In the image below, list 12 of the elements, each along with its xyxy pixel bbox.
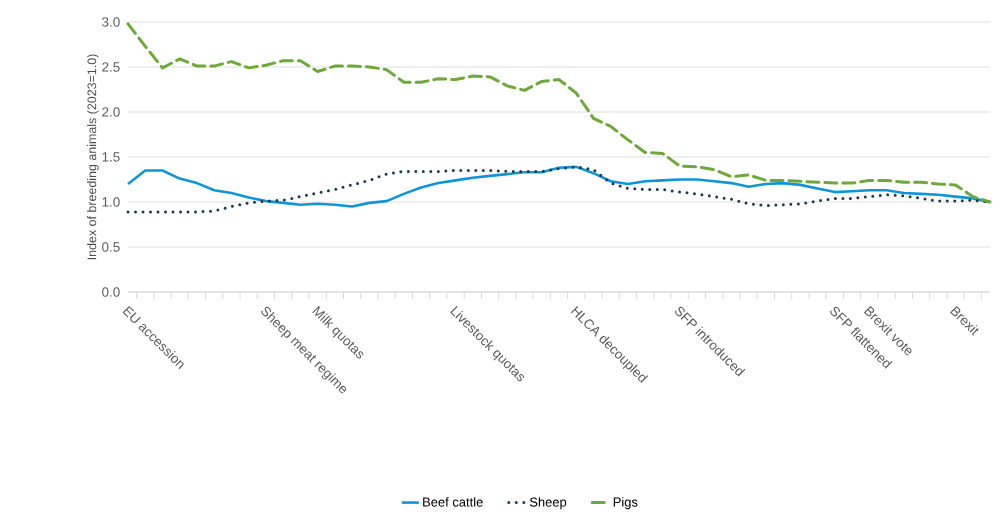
y-tick-label: 1.0 <box>102 197 120 207</box>
y-tick-label: 3.0 <box>102 17 120 27</box>
legend-label: Sheep <box>529 497 567 510</box>
y-tick-label: 0.0 <box>102 287 120 297</box>
y-tick-label: 1.5 <box>102 152 120 162</box>
line-series <box>126 22 992 204</box>
legend-label: Pigs <box>613 497 638 510</box>
legend-label: Beef cattle <box>423 497 483 507</box>
y-tick-label: 0.5 <box>102 242 120 252</box>
y-tick-label: 2.0 <box>102 107 120 117</box>
y-tick-label: 2.5 <box>102 62 120 72</box>
y-axis-title: Index of breeding animals (2023=1.0) <box>87 54 99 260</box>
